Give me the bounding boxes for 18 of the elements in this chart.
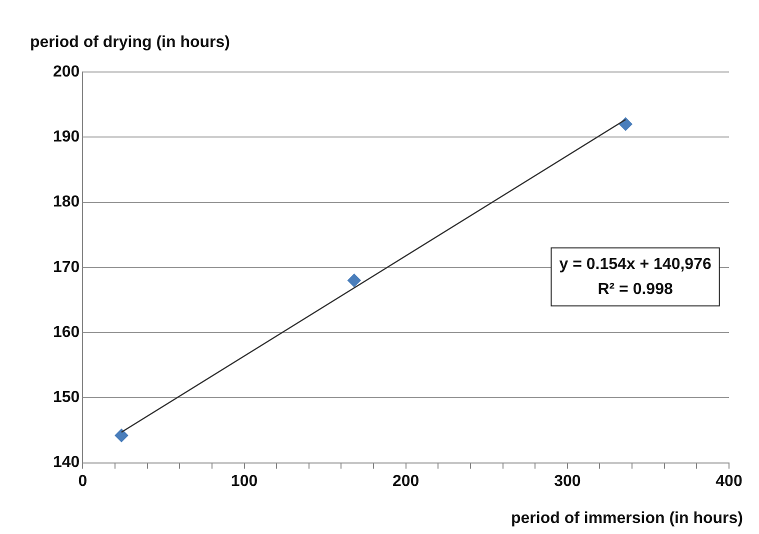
x-tick-label: 0 [78, 472, 88, 490]
y-tick-label: 150 [52, 389, 80, 406]
y-tick-label: 170 [52, 258, 80, 276]
x-tick-label: 200 [392, 472, 420, 490]
y-axis-title: period of drying (in hours) [30, 34, 230, 52]
x-tick-label: 100 [230, 472, 258, 490]
y-tick-label: 200 [52, 63, 80, 80]
y-tick-label: 160 [52, 324, 80, 341]
point [114, 428, 128, 442]
y-tick-label: 140 [52, 454, 80, 472]
x-axis-title: period of immersion (in hours) [510, 510, 743, 528]
annotation: R² = 0.998 [598, 280, 673, 298]
y-tick-label: 190 [52, 128, 80, 146]
y-tick-label: 180 [52, 194, 80, 211]
point [347, 274, 361, 288]
x-tick-label: 300 [554, 472, 581, 490]
x-tick-label: 400 [716, 472, 742, 490]
annotation: y = 0.154x + 140,976 [559, 256, 712, 273]
